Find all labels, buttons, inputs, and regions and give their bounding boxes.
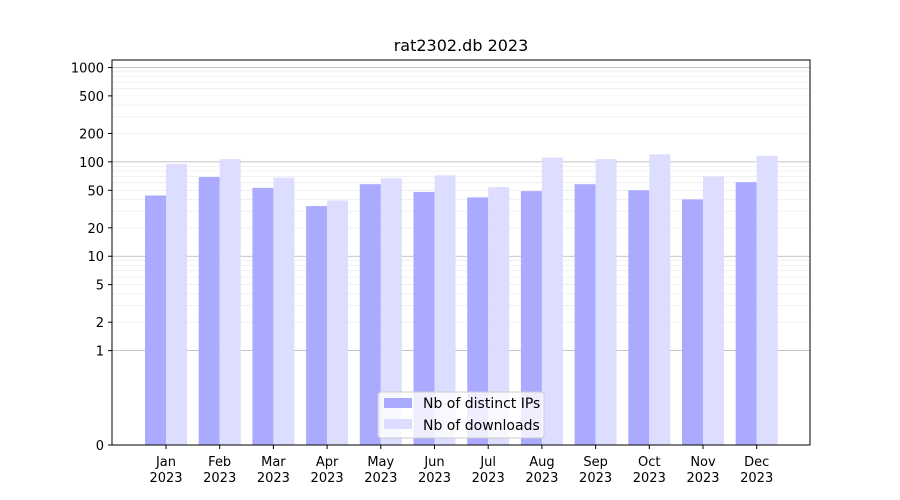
bar-downloads-6 xyxy=(434,175,456,446)
bar-downloads-4 xyxy=(327,200,349,445)
bar-downloads-8 xyxy=(541,157,563,446)
bar-downloads-12 xyxy=(756,155,778,445)
bar-distinct-ips-2 xyxy=(198,177,220,445)
bar-downloads-7 xyxy=(488,187,510,446)
bar-distinct-ips-4 xyxy=(306,206,328,445)
x-tick-label: Jun 2023 xyxy=(418,455,451,486)
bar-downloads-3 xyxy=(273,177,295,446)
bar-downloads-1 xyxy=(166,163,187,445)
y-tick-label: 5 xyxy=(96,279,104,294)
legend-swatch-downloads xyxy=(384,419,412,429)
x-axis: Jan 2023 Feb 2023 Mar 2023 Apr 2023 May 2023 Jun 20… xyxy=(149,445,773,486)
bar-downloads-9 xyxy=(595,159,617,445)
legend-label-distinct-ips: Nb of distinct IPs xyxy=(423,396,540,412)
bar-downloads-10 xyxy=(649,154,671,445)
x-tick-label: Jan 2023 xyxy=(149,455,182,486)
y-tick-label: 20 xyxy=(87,222,104,237)
y-axis: 0 1 2 5 10 20 50 100 200 500 1000 xyxy=(71,61,112,454)
x-tick-label: Sep 2023 xyxy=(579,455,612,486)
y-tick-label: 50 xyxy=(87,184,104,199)
x-tick-label: Apr 2023 xyxy=(311,455,344,486)
y-tick-label: 2 xyxy=(96,316,104,331)
chart-title: rat2302.db 2023 xyxy=(394,36,529,55)
y-tick-label: 1000 xyxy=(71,61,104,76)
bar-distinct-ips-11 xyxy=(682,199,703,445)
bars xyxy=(145,154,778,446)
bar-distinct-ips-7 xyxy=(467,197,489,445)
y-tick-label: 100 xyxy=(79,156,104,171)
y-tick-label: 200 xyxy=(79,127,104,142)
x-tick-label: Oct 2023 xyxy=(633,455,666,486)
bar-distinct-ips-8 xyxy=(520,191,542,445)
x-tick-label: May 2023 xyxy=(364,455,397,486)
y-tick-label: 0 xyxy=(96,439,104,454)
bar-distinct-ips-5 xyxy=(359,184,381,445)
y-tick-label: 1 xyxy=(96,345,104,360)
bar-distinct-ips-3 xyxy=(252,187,274,446)
x-tick-label: Aug 2023 xyxy=(525,455,558,486)
bar-downloads-5 xyxy=(380,178,402,445)
bar-distinct-ips-1 xyxy=(145,195,166,445)
legend-swatch-distinct-ips xyxy=(384,398,412,408)
x-tick-label: Mar 2023 xyxy=(257,455,290,486)
bar-downloads-11 xyxy=(703,176,724,445)
x-tick-label: Feb 2023 xyxy=(203,455,236,486)
bar-distinct-ips-10 xyxy=(628,190,650,445)
x-tick-label: Nov 2023 xyxy=(686,455,719,486)
plot-frame xyxy=(111,59,811,446)
bar-downloads-2 xyxy=(219,159,241,445)
legend-box xyxy=(377,391,545,439)
y-tick-label: 10 xyxy=(87,250,104,265)
x-tick-label: Dec 2023 xyxy=(740,455,773,486)
legend-label-downloads: Nb of downloads xyxy=(423,418,540,434)
bar-distinct-ips-12 xyxy=(735,182,757,445)
y-tick-label: 500 xyxy=(79,90,104,105)
bar-distinct-ips-6 xyxy=(413,191,435,445)
x-tick-label: Jul 2023 xyxy=(472,455,505,486)
bar-distinct-ips-9 xyxy=(574,184,596,445)
legend: Nb of distinct IPs Nb of downloads xyxy=(377,391,545,439)
